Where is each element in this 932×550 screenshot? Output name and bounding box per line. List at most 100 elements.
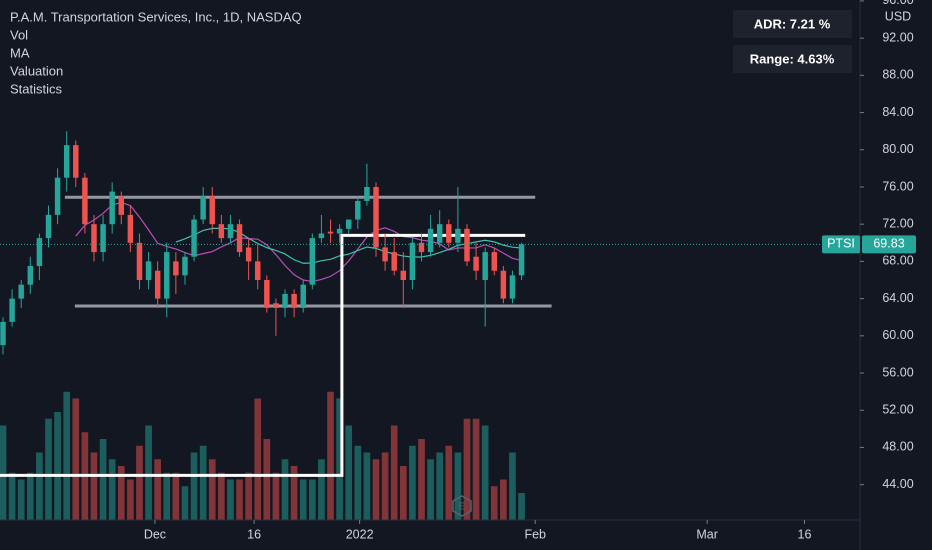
- volume-bar: [154, 459, 161, 520]
- annotation: ADR: 7.21 %: [754, 16, 831, 31]
- candle-body: [45, 214, 52, 239]
- price-badge: [862, 235, 916, 254]
- candle-body: [82, 177, 88, 225]
- volume-bar: [509, 452, 516, 520]
- annotation: Range: 4.63%: [750, 51, 835, 66]
- volume-bar: [8, 472, 16, 520]
- range-box-line: [0, 233, 526, 477]
- indicator-label: Valuation: [10, 63, 63, 78]
- volume-bar: [263, 439, 271, 520]
- volume-bar: [272, 472, 280, 520]
- volume-bar: [336, 398, 343, 520]
- volume-bar: [500, 479, 507, 520]
- candle-body: [227, 224, 234, 239]
- svg-text:E: E: [459, 502, 466, 513]
- candle-body: [500, 270, 507, 299]
- candle-body: [36, 238, 43, 267]
- candle-body: [182, 256, 188, 276]
- volume-bar: [236, 479, 243, 520]
- volume-bar: [163, 472, 171, 520]
- x-tick-label: Mar: [696, 527, 718, 541]
- candle-body: [509, 275, 516, 299]
- candle-body: [118, 196, 125, 215]
- candle-body: [136, 242, 143, 280]
- candle-body: [9, 298, 15, 322]
- candle-body: [18, 284, 24, 299]
- candle-body: [54, 177, 61, 215]
- candle-body: [427, 228, 434, 253]
- candle-body: [91, 224, 97, 253]
- volume-bar: [372, 459, 380, 520]
- y-tick-label: 48.00: [882, 440, 913, 454]
- candle-body: [318, 233, 325, 239]
- y-tick-label: 80.00: [882, 142, 913, 156]
- candle-body: [145, 261, 152, 280]
- candle-body: [436, 224, 443, 243]
- candle-body: [309, 238, 316, 285]
- volume-bar: [181, 486, 189, 520]
- volume-bar: [445, 445, 453, 520]
- candle-body: [345, 219, 352, 229]
- volume-bar: [327, 391, 334, 520]
- candle-body: [409, 242, 416, 280]
- candle-body: [482, 252, 488, 280]
- candle-body: [400, 270, 407, 280]
- candle-body: [418, 242, 425, 253]
- y-tick-label: 64.00: [882, 291, 913, 305]
- volume-bar: [245, 472, 252, 520]
- volume-bar: [72, 398, 80, 520]
- candle-body: [273, 303, 279, 308]
- moving-average: [75, 201, 522, 283]
- volume-bar: [199, 445, 207, 520]
- volume-bar: [399, 466, 407, 520]
- candle-body: [455, 228, 461, 243]
- volume-bar: [99, 439, 107, 520]
- volume-bar: [390, 425, 398, 520]
- y-tick-label: 68.00: [882, 254, 913, 268]
- volume-bar: [472, 418, 480, 520]
- symbol-label: PTSI: [827, 237, 855, 251]
- volume-bar: [409, 445, 416, 520]
- volume-bar: [218, 472, 225, 520]
- candle-body: [200, 196, 206, 220]
- candle-body: [391, 252, 397, 271]
- y-tick-label: 44.00: [882, 477, 913, 491]
- volume-bar: [290, 466, 298, 520]
- candle-body: [236, 224, 243, 253]
- volume-bar: [299, 479, 307, 520]
- candle-body: [446, 224, 452, 243]
- watermark-icon: E: [452, 495, 472, 517]
- volume-bar: [308, 479, 316, 520]
- volume-bar: [281, 459, 289, 520]
- volume-bar: [208, 459, 216, 520]
- y-tick-label: 96.00: [882, 0, 913, 7]
- volume-bar: [345, 425, 353, 520]
- candle-body: [100, 224, 106, 253]
- y-tick-label: 88.00: [882, 68, 913, 82]
- candle-body: [0, 321, 6, 346]
- candle-body: [355, 200, 361, 220]
- candle-body: [173, 261, 179, 276]
- volume-bar: [136, 445, 143, 520]
- candle-body: [327, 231, 334, 234]
- volume-bar: [26, 472, 34, 520]
- y-tick-label: 56.00: [882, 365, 913, 379]
- x-tick-label: Feb: [524, 527, 546, 541]
- volume-bar: [45, 418, 52, 520]
- candle-body: [191, 219, 197, 257]
- y-tick-label: 84.00: [882, 105, 913, 119]
- candle-body: [218, 224, 225, 239]
- volume-bar: [454, 452, 462, 520]
- candle-body: [473, 256, 479, 271]
- volume-bar: [463, 418, 471, 520]
- candle-body: [245, 247, 252, 262]
- volume-bar: [418, 439, 425, 520]
- volume-bar: [54, 412, 61, 520]
- candle-body: [255, 261, 261, 280]
- volume-bar: [363, 452, 371, 520]
- x-tick-label: Dec: [144, 527, 166, 541]
- candle-body: [209, 196, 215, 225]
- volume-bar: [17, 479, 25, 520]
- y-tick-label: 72.00: [882, 216, 913, 230]
- volume-bar: [90, 452, 98, 520]
